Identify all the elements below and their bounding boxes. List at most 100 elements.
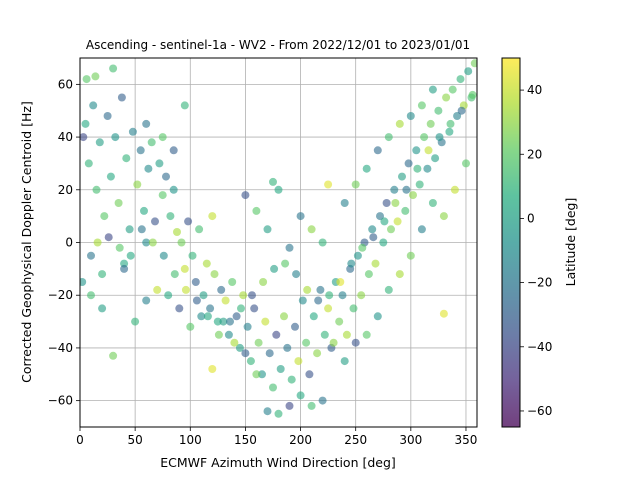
scatter-point xyxy=(351,180,360,189)
scatter-point xyxy=(285,243,294,252)
scatter-point xyxy=(203,312,212,321)
scatter-point xyxy=(103,112,112,120)
y-tick-label: 20 xyxy=(58,183,73,197)
scatter-point xyxy=(173,228,181,236)
scatter-point xyxy=(470,59,477,68)
scatter-point xyxy=(371,259,380,268)
scatter-point xyxy=(122,154,131,163)
scatter-point xyxy=(181,285,190,294)
scatter-point xyxy=(349,304,358,313)
scatter-point xyxy=(169,146,178,155)
scatter-point xyxy=(208,212,217,221)
scatter-point xyxy=(84,159,93,168)
scatter-point xyxy=(358,243,367,252)
scatter-point xyxy=(428,199,437,207)
scatter-point xyxy=(291,322,299,331)
scatter-point xyxy=(269,383,277,392)
y-tick-label: −60 xyxy=(48,394,73,408)
scatter-point xyxy=(265,349,274,358)
scatter-point xyxy=(210,270,219,279)
scatter-point xyxy=(314,296,323,305)
scatter-point xyxy=(404,159,413,168)
scatter-point xyxy=(162,172,170,181)
scatter-point xyxy=(406,112,415,120)
chart-title: Ascending - sentinel-1a - WV2 - From 202… xyxy=(86,38,470,52)
scatter-point xyxy=(248,291,256,300)
scatter-point xyxy=(420,133,429,142)
scatter-points xyxy=(80,59,477,418)
scatter-point xyxy=(412,146,421,155)
scatter-point xyxy=(208,365,217,373)
scatter-point xyxy=(462,159,470,168)
scatter-point xyxy=(424,146,433,155)
colorbar-frame xyxy=(501,57,521,428)
scatter-point xyxy=(80,133,88,142)
colorbar-tick-label: 20 xyxy=(527,147,542,161)
scatter-point xyxy=(235,343,244,352)
scatter-point xyxy=(81,119,90,128)
scatter-point xyxy=(442,93,451,102)
scatter-point xyxy=(390,185,399,194)
scatter-point xyxy=(109,351,118,360)
y-axis-ticks: −60 −40 −20 0 20 40 60 xyxy=(48,77,80,408)
scatter-point xyxy=(184,217,193,226)
scatter-point xyxy=(395,119,404,128)
scatter-point xyxy=(398,172,406,181)
scatter-point xyxy=(417,101,426,110)
scatter-point xyxy=(192,296,201,305)
scatter-point xyxy=(92,185,101,194)
scatter-point xyxy=(434,106,443,115)
scatter-point xyxy=(213,317,222,326)
scatter-point xyxy=(413,164,422,173)
scatter-point xyxy=(131,317,140,326)
scatter-point xyxy=(224,330,233,339)
scatter-point xyxy=(324,180,333,189)
scatter-point xyxy=(309,312,318,321)
scatter-point xyxy=(406,251,415,260)
scatter-point xyxy=(287,375,296,384)
scatter-point xyxy=(148,238,157,247)
scatter-point xyxy=(283,343,292,352)
scatter-point xyxy=(206,304,215,313)
y-tick-label: 0 xyxy=(65,236,73,250)
scatter-point xyxy=(221,296,230,305)
scatter-point xyxy=(316,285,325,294)
scatter-point xyxy=(142,238,151,247)
scatter-point xyxy=(89,101,98,110)
scatter-point xyxy=(230,338,239,347)
scatter-point xyxy=(109,64,118,73)
scatter-point xyxy=(250,304,259,313)
scatter-point xyxy=(426,119,435,128)
scatter-point xyxy=(428,85,437,94)
scatter-point xyxy=(191,278,200,286)
scatter-point xyxy=(144,164,153,173)
scatter-point xyxy=(384,285,393,294)
scatter-point xyxy=(435,133,444,142)
scatter-point xyxy=(456,75,465,84)
scatter-point xyxy=(180,264,189,273)
scatter-point xyxy=(376,212,384,221)
scatter-point xyxy=(294,357,303,366)
x-tick-label: 100 xyxy=(179,433,202,447)
scatter-point xyxy=(91,72,100,81)
scatter-point xyxy=(137,225,146,234)
scatter-point xyxy=(423,164,432,173)
x-tick-label: 200 xyxy=(289,433,312,447)
scatter-point xyxy=(263,225,272,234)
scatter-point xyxy=(87,251,95,260)
scatter-point xyxy=(133,180,142,189)
scatter-point xyxy=(439,309,448,318)
scatter-point xyxy=(197,312,206,321)
scatter-point xyxy=(136,146,145,155)
scatter-point xyxy=(151,217,159,226)
scatter-point xyxy=(219,317,228,326)
x-axis-label: ECMWF Azimuth Wind Direction [deg] xyxy=(160,455,396,470)
scatter-point xyxy=(177,238,186,247)
scatter-point xyxy=(431,154,440,163)
scatter-point xyxy=(199,291,208,300)
scatter-point xyxy=(270,264,279,273)
scatter-point xyxy=(153,285,162,294)
scatter-point xyxy=(217,285,226,294)
scatter-point xyxy=(115,243,124,252)
